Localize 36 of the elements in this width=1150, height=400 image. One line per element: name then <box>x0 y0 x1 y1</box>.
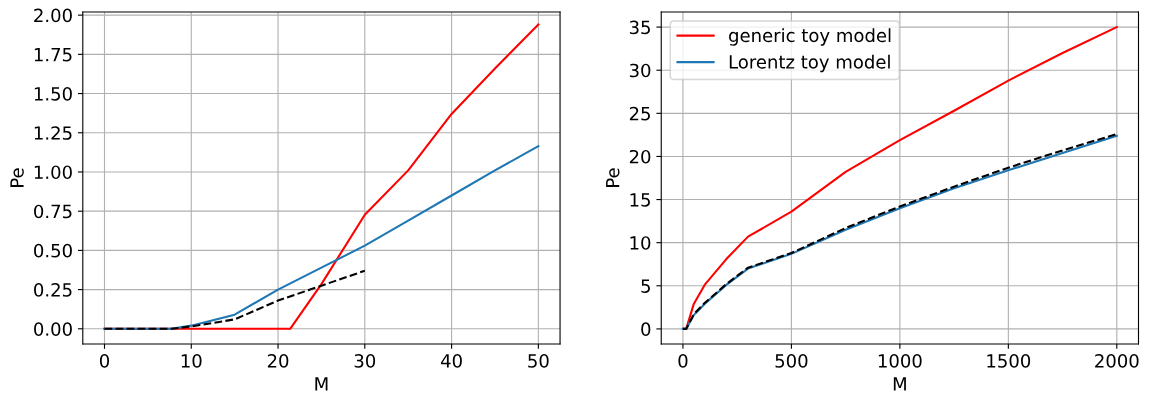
y-tick-label: 5 <box>641 279 650 293</box>
x-tick-label: 2000 <box>1095 354 1139 368</box>
y-tick-label: 0.50 <box>34 243 72 258</box>
y-tick-label: 1.75 <box>34 48 72 62</box>
x-tick-label: 0 <box>678 354 688 368</box>
y-tick-label: 0.00 <box>34 322 72 336</box>
line-series <box>103 269 366 330</box>
x-tick-label: 30 <box>354 354 376 368</box>
y-tick-label: 20 <box>629 149 651 164</box>
legend-label: generic toy model <box>729 28 891 46</box>
line-series <box>103 145 540 330</box>
y-tick-label: 0 <box>641 322 651 337</box>
y-tick-label: 1.25 <box>34 126 72 140</box>
x-axis-title: M <box>893 377 906 391</box>
y-tick-label: 1.50 <box>34 87 72 101</box>
y-axis-title: Pe <box>606 168 620 187</box>
x-tick-label: 500 <box>775 354 808 368</box>
x-tick-label: 0 <box>99 354 110 368</box>
y-tick-label: 15 <box>630 193 650 207</box>
y-tick-label: 0.25 <box>34 283 72 297</box>
y-axis-title: Pe <box>10 168 24 187</box>
x-tick-label: 50 <box>528 354 549 368</box>
legend-label: Lorentz toy model <box>729 54 890 73</box>
y-tick-label: 1.00 <box>34 165 72 180</box>
x-tick-label: 20 <box>267 354 289 368</box>
x-tick-label: 1000 <box>878 354 922 368</box>
y-tick-label: 30 <box>629 63 651 78</box>
x-tick-label: 40 <box>440 354 462 368</box>
y-tick-label: 2.00 <box>34 8 72 23</box>
y-tick-label: 0.75 <box>34 204 72 219</box>
x-tick-label: 1500 <box>987 354 1031 368</box>
x-axis-title: M <box>315 377 328 391</box>
y-tick-label: 25 <box>629 106 650 121</box>
y-tick-label: 10 <box>630 236 651 250</box>
y-tick-label: 35 <box>629 20 650 35</box>
x-tick-label: 10 <box>181 354 202 368</box>
